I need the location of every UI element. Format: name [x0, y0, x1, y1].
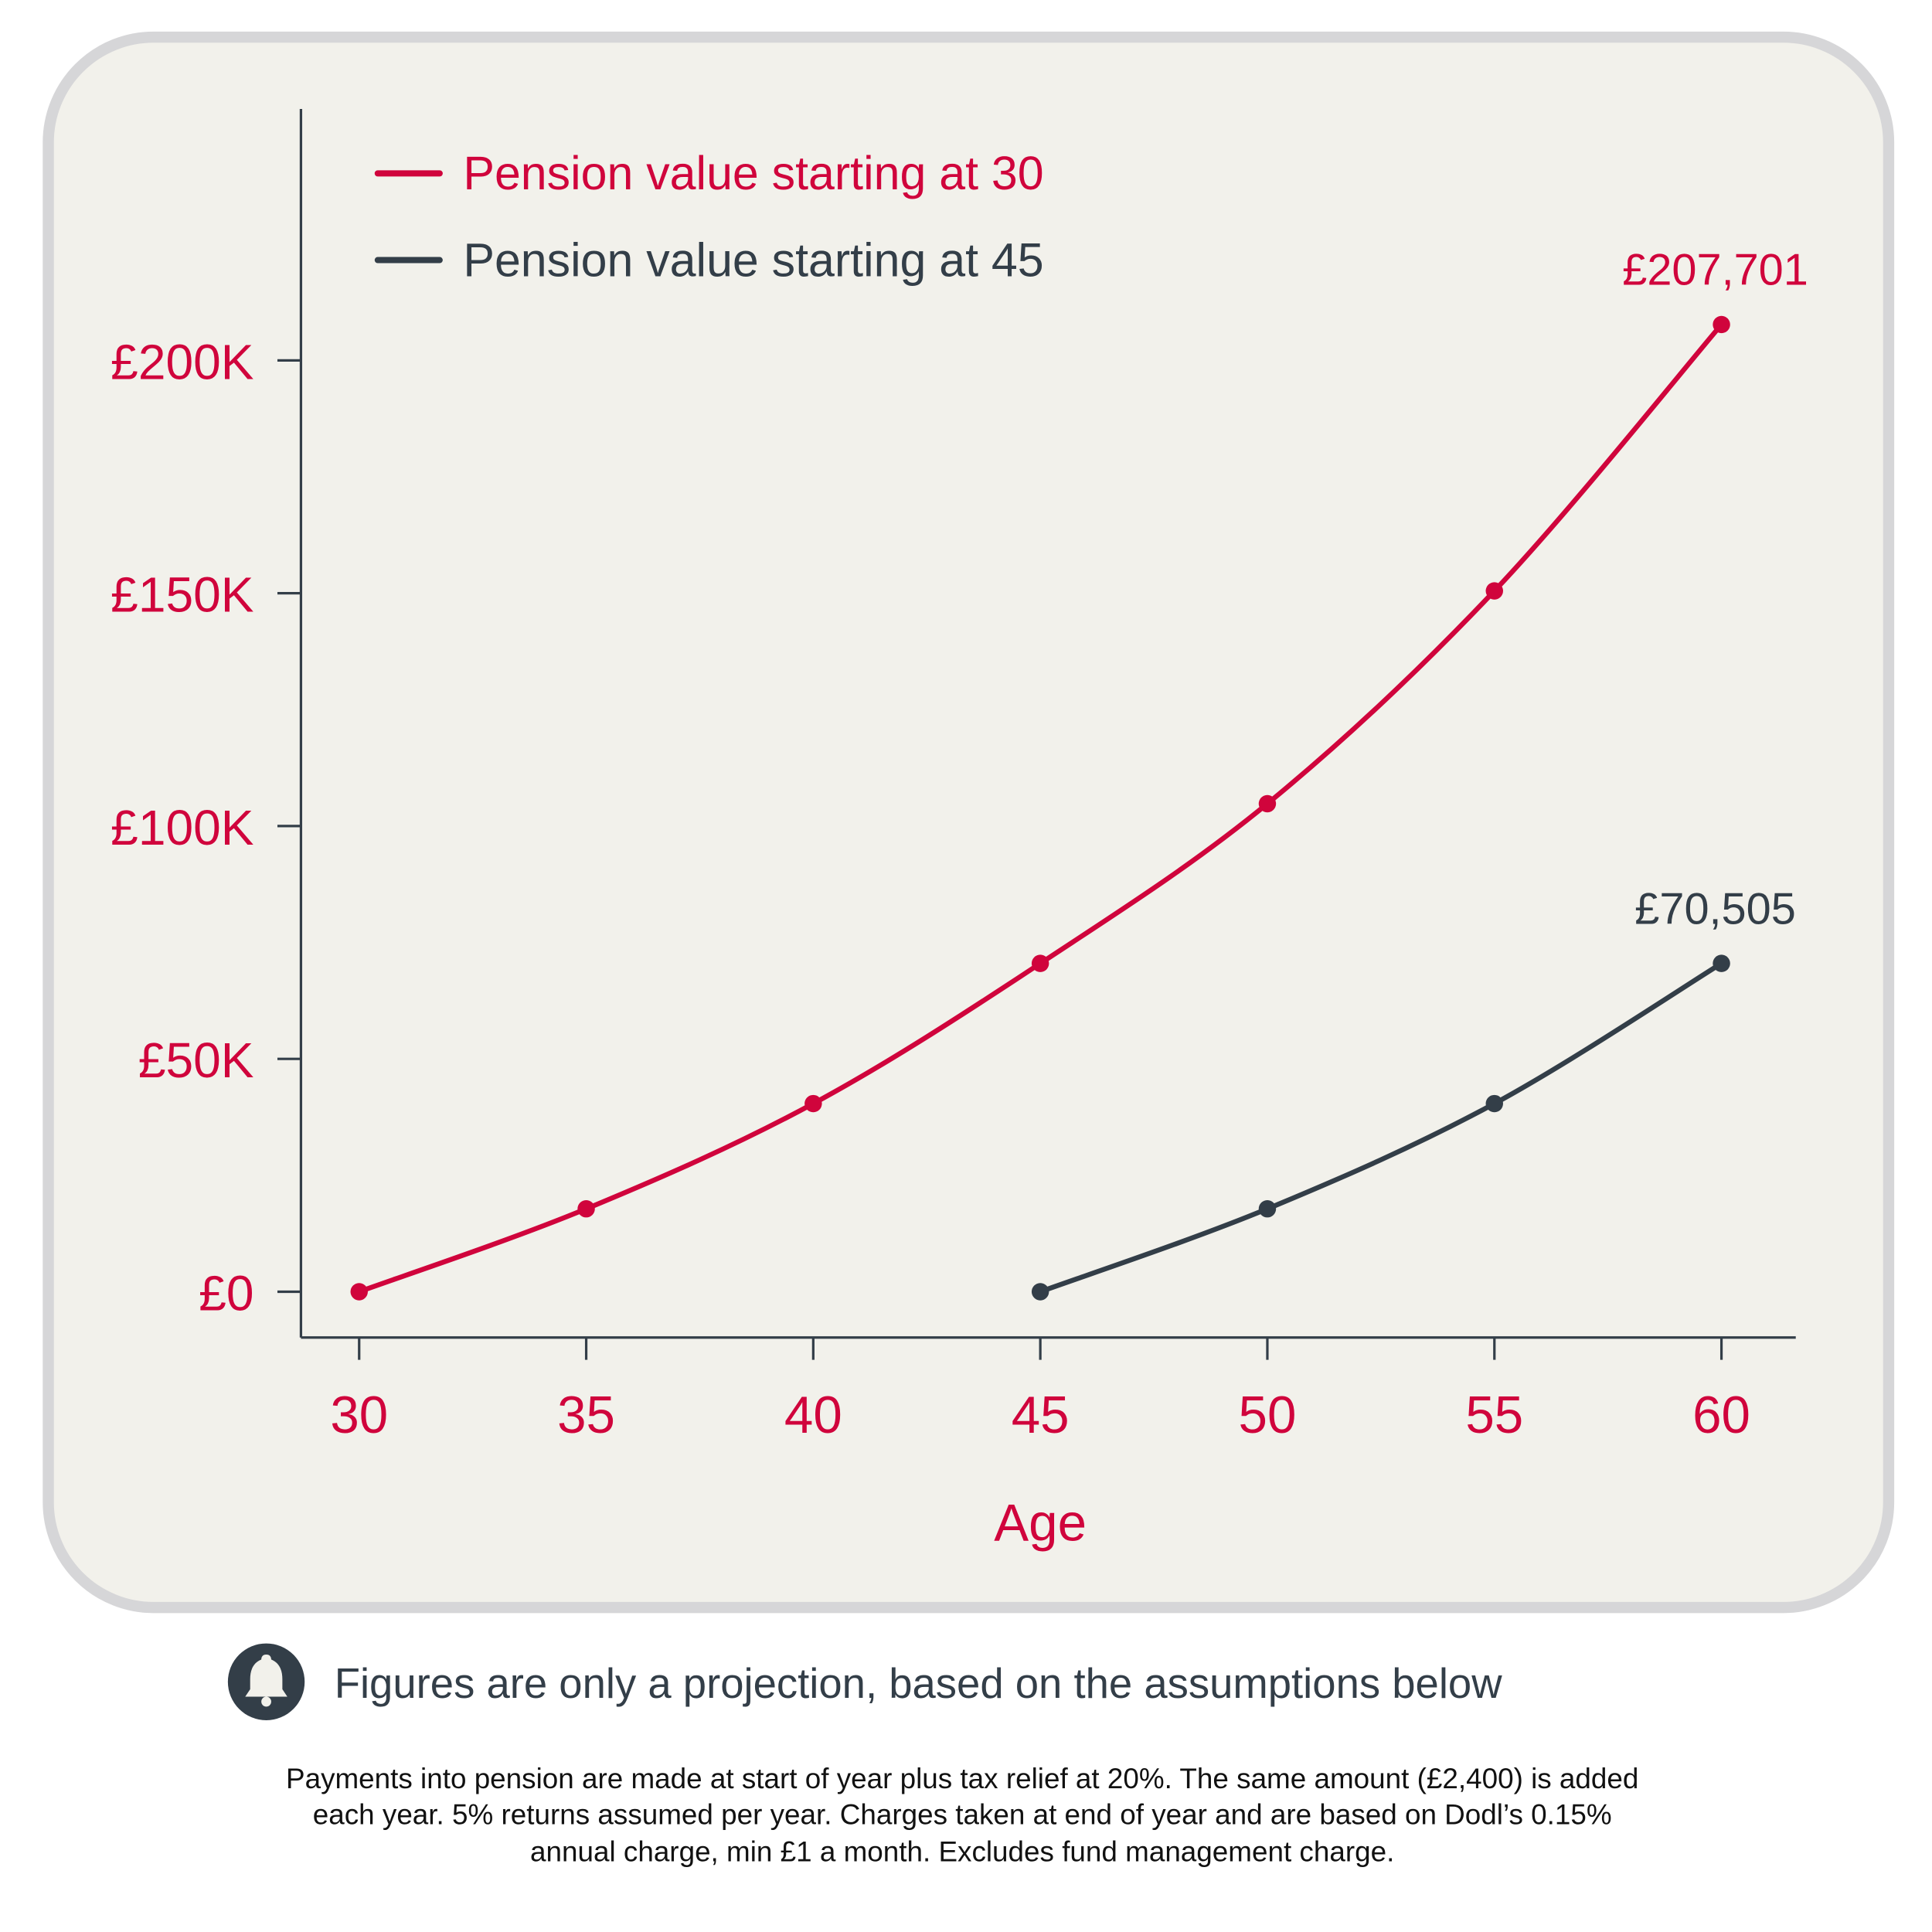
data-point [1258, 1200, 1277, 1218]
data-point [350, 1283, 368, 1301]
x-tick-label: 40 [784, 1386, 842, 1444]
data-point [1485, 1094, 1503, 1113]
data-point [1258, 794, 1277, 813]
data-point [577, 1200, 595, 1218]
bell-icon [227, 1643, 305, 1720]
assumptions-line-2: each year. 5% returns assumed per year. … [313, 1799, 1612, 1831]
y-tick-label: £100K [111, 800, 254, 855]
assumptions-line-3: annual charge, min £1 a month. Excludes … [530, 1836, 1394, 1868]
data-point [804, 1094, 822, 1113]
x-tick-label: 35 [557, 1386, 615, 1444]
data-point [1031, 1283, 1049, 1301]
x-tick-label: 30 [330, 1386, 388, 1444]
series-line-1 [1039, 961, 1723, 1294]
chart-panel [43, 31, 1895, 1614]
projection-note: Figures are only a projection, based on … [227, 1643, 1503, 1720]
legend-item-45: Pension value starting at 45 [374, 233, 1044, 286]
y-tick-label: £0 [199, 1266, 253, 1321]
y-tick-label: £50K [138, 1032, 254, 1088]
data-point [1713, 315, 1730, 334]
end-value-label: £70,505 [1634, 884, 1796, 934]
x-tick-label: 60 [1692, 1386, 1750, 1444]
data-point [1713, 954, 1730, 972]
x-tick-label: 55 [1465, 1386, 1523, 1444]
legend: Pension value starting at 30 Pension val… [374, 147, 1044, 286]
data-point [1031, 954, 1049, 972]
assumptions-line-1: Payments into pension are made at start … [286, 1763, 1638, 1794]
legend-item-30: Pension value starting at 30 [374, 147, 1044, 199]
y-tick-label: £200K [111, 334, 254, 389]
series-line-0 [358, 322, 1724, 1294]
x-axis-label: Age [994, 1495, 1087, 1553]
data-point [1485, 582, 1503, 600]
svg-text:Pension value starting at 30: Pension value starting at 30 [463, 147, 1043, 199]
x-tick-label: 45 [1012, 1386, 1070, 1444]
end-value-label: £207,701 [1622, 246, 1808, 295]
svg-text:Pension value starting at 45: Pension value starting at 45 [463, 233, 1043, 286]
x-tick-label: 50 [1239, 1386, 1297, 1444]
note-text: Figures are only a projection, based on … [335, 1660, 1503, 1707]
y-tick-label: £150K [111, 567, 254, 623]
